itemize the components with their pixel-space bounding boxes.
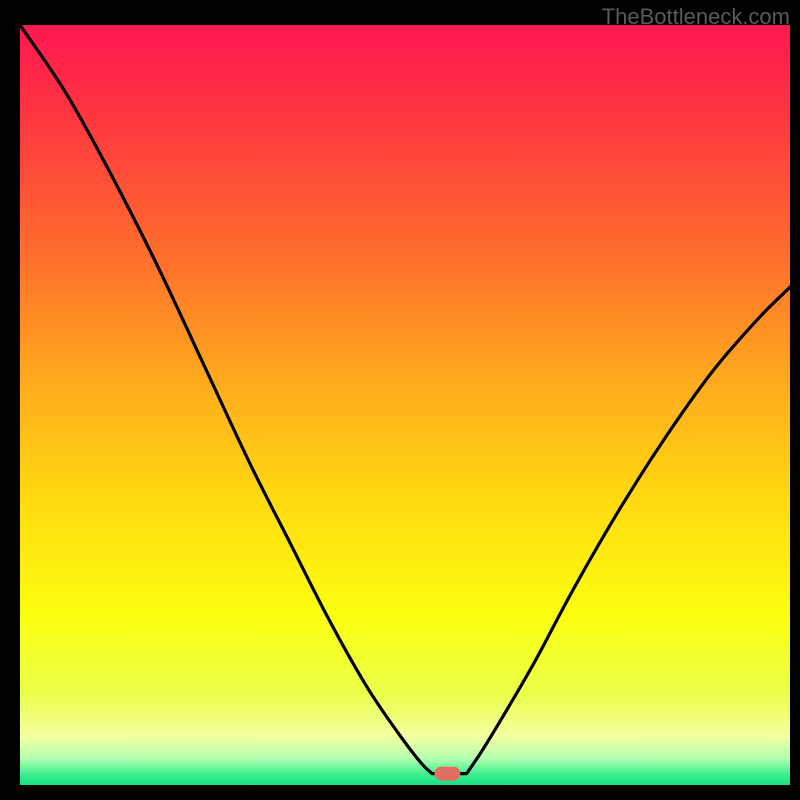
chart-frame: TheBottleneck.com (0, 0, 800, 800)
bottleneck-chart (0, 0, 800, 800)
watermark-text: TheBottleneck.com (602, 4, 790, 30)
minimum-marker (434, 767, 460, 781)
gradient-background (20, 25, 790, 785)
